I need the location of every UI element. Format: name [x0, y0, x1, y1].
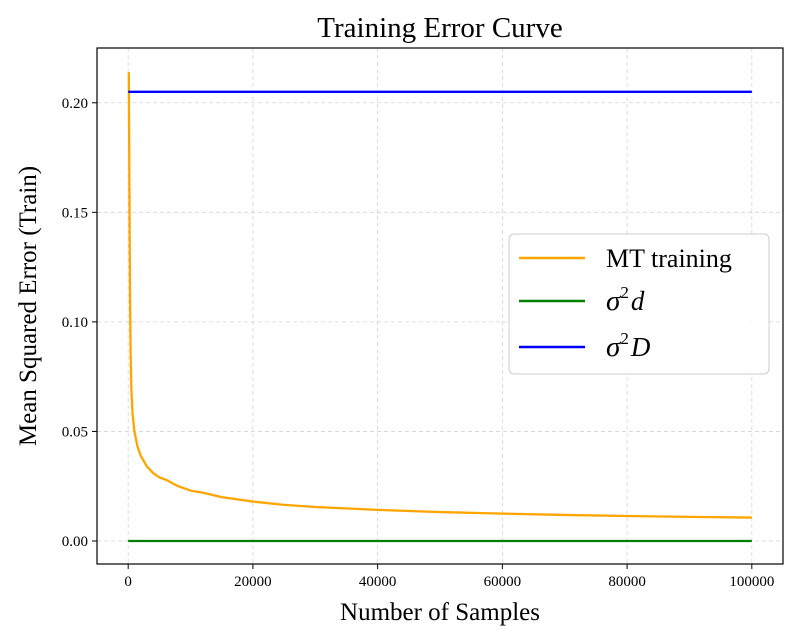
y-tick-label: 0.05	[62, 424, 88, 440]
series-layer	[127, 72, 752, 543]
legend: MT training σ2d σ2D	[508, 233, 770, 375]
x-tick-label: 0	[124, 574, 132, 590]
legend-label-0: MT training	[606, 244, 732, 273]
y-tick-label: 0.15	[62, 205, 88, 221]
legend-label-2: σ2D	[606, 329, 651, 363]
ticks: 0 20000 40000 60000 80000 100000 0.00 0.05 0.10 0…	[62, 96, 775, 590]
x-tick-label: 40000	[359, 574, 397, 590]
chart-title: Training Error Curve	[317, 12, 562, 44]
series-line-0	[127, 72, 752, 519]
plot-frame	[96, 47, 784, 565]
legend-label-1: σ2d	[606, 283, 645, 317]
y-tick-label: 0.00	[62, 534, 88, 550]
x-tick-label: 80000	[608, 574, 646, 590]
legend-box	[508, 233, 770, 375]
y-tick-label: 0.20	[62, 96, 88, 112]
y-tick-label: 0.10	[62, 315, 88, 331]
y-axis-label: Mean Squared Error (Train)	[15, 166, 42, 446]
x-tick-label: 100000	[729, 574, 774, 590]
x-axis-label: Number of Samples	[340, 599, 540, 626]
x-tick-label: 60000	[484, 574, 522, 590]
x-tick-label: 20000	[234, 574, 272, 590]
